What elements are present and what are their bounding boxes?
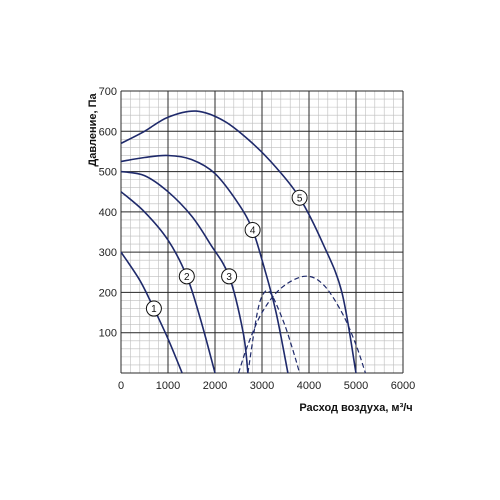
- y-tick-label: 600: [99, 126, 117, 138]
- curve-label-5: 5: [297, 193, 303, 204]
- curve-label-3: 3: [226, 272, 232, 283]
- x-axis-title: Расход воздуха, м³/ч: [299, 402, 412, 414]
- x-tick-label: 0: [118, 380, 124, 392]
- performance-curves: [120, 110, 357, 374]
- x-tick-label: 6000: [391, 380, 415, 392]
- x-tick-label: 2000: [203, 380, 227, 392]
- y-tick-label: 400: [99, 207, 117, 219]
- curve-label-circle-2: [178, 268, 195, 285]
- curve-label-4: 4: [250, 225, 256, 236]
- dashed-curve-1: [237, 275, 366, 374]
- x-tick-label: 5000: [344, 380, 368, 392]
- y-tick-label: 700: [99, 86, 117, 98]
- curve-label-circle-5: [291, 189, 308, 206]
- y-tick-label: 300: [99, 247, 117, 259]
- curve-3: [120, 170, 249, 374]
- curve-label-circle-1: [145, 300, 162, 317]
- curve-label-circle-3: [221, 268, 238, 285]
- y-tick-labels: 100 200 300 400 500 600 700: [99, 86, 117, 340]
- x-tick-labels: 0 1000 2000 3000 4000 5000 6000: [118, 380, 415, 392]
- x-tick-label: 1000: [156, 380, 180, 392]
- curve-2: [120, 191, 216, 374]
- curve-label-2: 2: [184, 272, 190, 283]
- y-tick-label: 200: [99, 287, 117, 299]
- curve-label-circle-4: [244, 221, 261, 238]
- curve-5: [120, 110, 357, 374]
- curve-labels: 1 2 3 4 5: [145, 189, 308, 317]
- curve-label-1: 1: [151, 304, 157, 315]
- x-tick-label: 4000: [297, 380, 321, 392]
- y-tick-label: 500: [99, 167, 117, 179]
- y-axis-title: Давление, Па: [87, 93, 99, 167]
- x-tick-label: 3000: [250, 380, 274, 392]
- major-grid: [120, 90, 404, 374]
- curve-4: [120, 154, 289, 374]
- y-tick-label: 100: [99, 328, 117, 340]
